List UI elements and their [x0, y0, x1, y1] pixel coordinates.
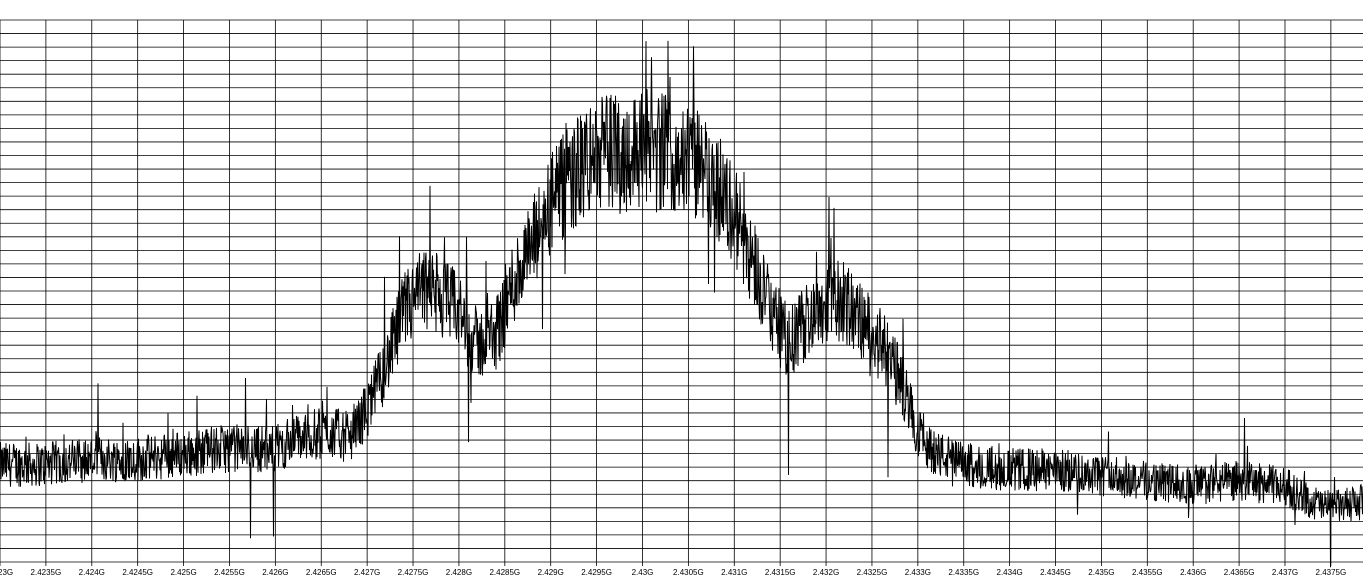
- x-tick-label: 2.4265G: [306, 568, 337, 577]
- x-tick-label: 2.424G: [79, 568, 105, 577]
- horizontal-gridlines: [0, 19, 1363, 563]
- spectrum-trace-line: [0, 40, 1363, 568]
- x-axis-tick-labels: 2.423G 2.4235G 2.424G 2.4245G 2.425G 2.4255G 2…: [0, 568, 1346, 577]
- x-tick-label: 2.4375G: [1316, 568, 1347, 577]
- x-tick-label: 2.4295G: [581, 568, 612, 577]
- x-tick-label: 2.4235G: [31, 568, 62, 577]
- x-tick-label: 2.43G: [632, 568, 654, 577]
- x-tick-label: 2.432G: [813, 568, 839, 577]
- x-tick-label: 2.426G: [262, 568, 288, 577]
- x-tick-label: 2.423G: [0, 568, 13, 577]
- x-tick-label: 2.425G: [170, 568, 196, 577]
- x-tick-label: 2.4335G: [948, 568, 979, 577]
- x-tick-label: 2.4255G: [214, 568, 245, 577]
- spectrum-trace: [0, 40, 1363, 568]
- x-tick-label: 2.436G: [1180, 568, 1206, 577]
- x-tick-label: 2.437G: [1272, 568, 1298, 577]
- x-tick-label: 2.4355G: [1132, 568, 1163, 577]
- x-tick-label: 2.4315G: [765, 568, 796, 577]
- x-tick-label: 2.4275G: [398, 568, 429, 577]
- x-tick-label: 2.4345G: [1040, 568, 1071, 577]
- x-tick-label: 2.4305G: [673, 568, 704, 577]
- x-tick-label: 2.429G: [538, 568, 564, 577]
- x-tick-label: 2.431G: [721, 568, 747, 577]
- x-tick-label: 2.433G: [905, 568, 931, 577]
- x-tick-label: 2.4245G: [122, 568, 153, 577]
- x-tick-label: 2.428G: [446, 568, 472, 577]
- x-tick-label: 2.435G: [1088, 568, 1114, 577]
- x-tick-label: 2.4365G: [1224, 568, 1255, 577]
- x-tick-label: 2.427G: [354, 568, 380, 577]
- x-tick-label: 2.434G: [997, 568, 1023, 577]
- x-tick-label: 2.4285G: [489, 568, 520, 577]
- x-tick-label: 2.4325G: [857, 568, 888, 577]
